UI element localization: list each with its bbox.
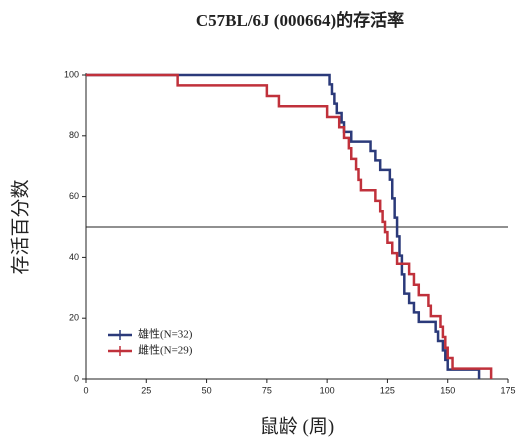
x-tick-label: 0 bbox=[83, 385, 88, 395]
legend-label: 雌性(N=29) bbox=[138, 343, 193, 357]
y-tick-label: 80 bbox=[69, 130, 79, 140]
x-tick-label: 75 bbox=[262, 385, 272, 395]
y-tick-label: 40 bbox=[69, 252, 79, 262]
legend-label: 雄性(N=32) bbox=[138, 327, 193, 341]
y-tick-label: 20 bbox=[69, 313, 79, 323]
x-tick-label: 175 bbox=[500, 385, 515, 395]
y-tick-label: 60 bbox=[69, 191, 79, 201]
y-tick-label: 100 bbox=[64, 69, 79, 79]
survival-line bbox=[86, 73, 493, 379]
survival-line bbox=[86, 73, 481, 379]
x-tick-label: 50 bbox=[202, 385, 212, 395]
chart-title: C57BL/6J (000664)的存活率 bbox=[196, 10, 404, 30]
x-tick-label: 150 bbox=[440, 385, 455, 395]
y-axis-label: 存活百分数 bbox=[9, 179, 31, 274]
y-tick-label: 0 bbox=[74, 373, 79, 383]
x-tick-label: 125 bbox=[380, 385, 395, 395]
x-tick-label: 25 bbox=[141, 385, 151, 395]
x-tick-label: 100 bbox=[320, 385, 335, 395]
x-axis-label: 鼠龄 (周) bbox=[260, 415, 334, 437]
